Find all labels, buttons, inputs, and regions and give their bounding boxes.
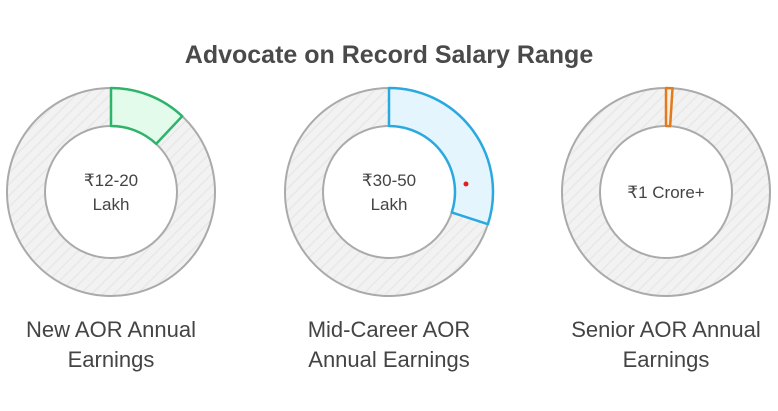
- center-value: ₹30-50: [362, 171, 416, 190]
- donut-label: Earnings: [623, 347, 710, 372]
- donut-segment: [664, 86, 674, 128]
- center-value: ₹12-20: [84, 171, 138, 190]
- donut-label: Mid-Career AOR: [308, 317, 471, 342]
- donut-inner-edge: [44, 125, 178, 259]
- chart-title: Advocate on Record Salary Range: [185, 41, 594, 69]
- donut-label: Senior AOR Annual: [571, 317, 761, 342]
- center-value: Lakh: [371, 195, 408, 214]
- center-value: ₹1 Crore+: [627, 183, 705, 202]
- donut-label: Earnings: [68, 347, 155, 372]
- marker-dot: [463, 181, 469, 187]
- donut-segment: [387, 86, 495, 226]
- center-value: Lakh: [93, 195, 130, 214]
- donut-label: Annual Earnings: [308, 347, 469, 372]
- donut-label: New AOR Annual: [26, 317, 196, 342]
- donut-segment: [109, 86, 184, 146]
